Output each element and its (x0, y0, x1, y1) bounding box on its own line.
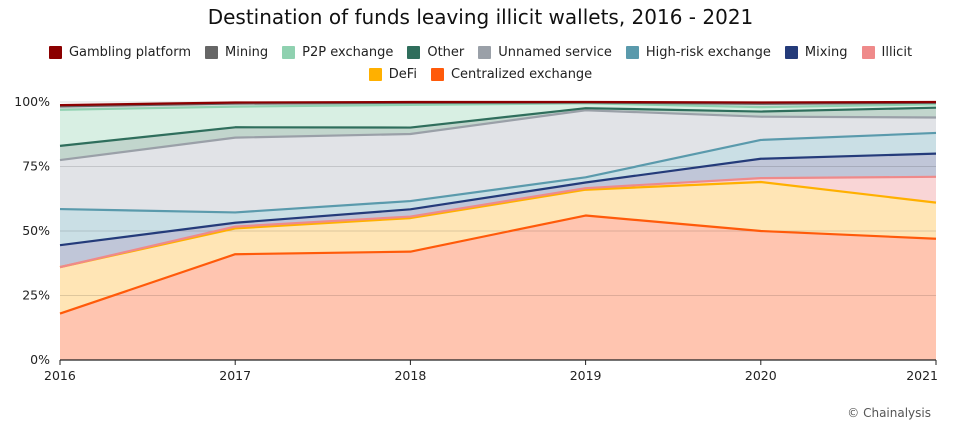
y-tick-label: 0% (30, 352, 50, 367)
area-p2p-exchange (60, 103, 936, 146)
legend-label: Other (427, 44, 465, 60)
area-centralized-exchange (60, 215, 936, 360)
legend-swatch (282, 45, 296, 59)
line-p2p-exchange (59, 102, 937, 111)
legend-item-mining: Mining (205, 45, 268, 60)
x-tick-label: 2017 (219, 368, 251, 383)
x-tick-label: 2019 (570, 368, 602, 383)
legend-item-other: Other (407, 45, 464, 60)
legend-item-defi: DeFi (368, 66, 417, 82)
line-gambling-platform (59, 100, 937, 107)
line-high-risk-exchange (59, 131, 937, 214)
legend-label: High-risk exchange (645, 44, 771, 60)
legend-item-unnamed-service: Unnamed service (478, 45, 612, 60)
legend-item-gambling-platform: Gambling platform (48, 44, 191, 60)
y-axis: 0% 25% 50% 75% 100% (14, 94, 50, 367)
line-defi (59, 180, 937, 269)
legend-label: Centralized exchange (450, 66, 593, 82)
legend-label: DeFi (388, 66, 417, 82)
line-other (59, 106, 937, 147)
line-layer (59, 100, 937, 315)
legend-swatch (861, 45, 875, 59)
area-mixing (60, 153, 936, 268)
legend-label: Unnamed service (498, 44, 612, 60)
x-tick-label: 2018 (394, 368, 426, 383)
legend-item-p2p-exchange: P2P exchange (282, 45, 393, 60)
x-tick-label: 2016 (44, 368, 76, 383)
area-illicit (60, 176, 936, 268)
legend-item-mixing: Mixing (784, 44, 848, 60)
y-tick-label: 75% (22, 159, 50, 174)
legend-item-illicit: Illicit (861, 44, 913, 60)
legend-item-high-risk-exchange: High-risk exchange (625, 44, 771, 60)
legend-swatch (478, 45, 492, 59)
legend-label: Mining (225, 44, 269, 60)
legend-swatch (625, 45, 639, 59)
chainalysis-credit: © Chainalysis (847, 406, 931, 420)
legend-label: Illicit (881, 44, 913, 60)
line-unnamed-service (59, 109, 937, 162)
legend-label: P2P exchange (302, 44, 394, 60)
legend: Gambling platform Mining P2P exchange Other… (0, 41, 961, 85)
y-tick-label: 50% (22, 223, 50, 238)
legend-swatch (784, 45, 798, 59)
legend-row: Gambling platform Mining P2P exchange Other… (0, 41, 961, 63)
x-axis: 2016 2017 2018 2019 2020 2021 (44, 360, 938, 383)
legend-label: Mixing (804, 44, 848, 60)
legend-swatch (430, 67, 444, 81)
x-tick-label: 2020 (745, 368, 777, 383)
legend-item-centralized-exchange: Centralized exchange (430, 66, 593, 82)
legend-row: DeFi Centralized exchange (0, 63, 961, 85)
legend-swatch (205, 45, 218, 59)
area-high-risk-exchange (60, 132, 936, 246)
x-tick-label: 2021 (906, 368, 938, 383)
chart-title: Destination of funds leaving illicit wal… (207, 5, 754, 29)
legend-swatch (48, 45, 62, 59)
line-centralized-exchange (59, 214, 937, 315)
line-illicit (59, 175, 937, 269)
legend-swatch (407, 45, 421, 59)
area-layer (60, 102, 936, 360)
line-mixing (59, 152, 937, 247)
area-unnamed-service (60, 110, 936, 213)
y-tick-label: 100% (14, 94, 50, 109)
legend-swatch (368, 67, 382, 81)
area-defi (60, 181, 936, 314)
legend-label: Gambling platform (68, 44, 191, 60)
y-tick-label: 25% (22, 288, 50, 303)
